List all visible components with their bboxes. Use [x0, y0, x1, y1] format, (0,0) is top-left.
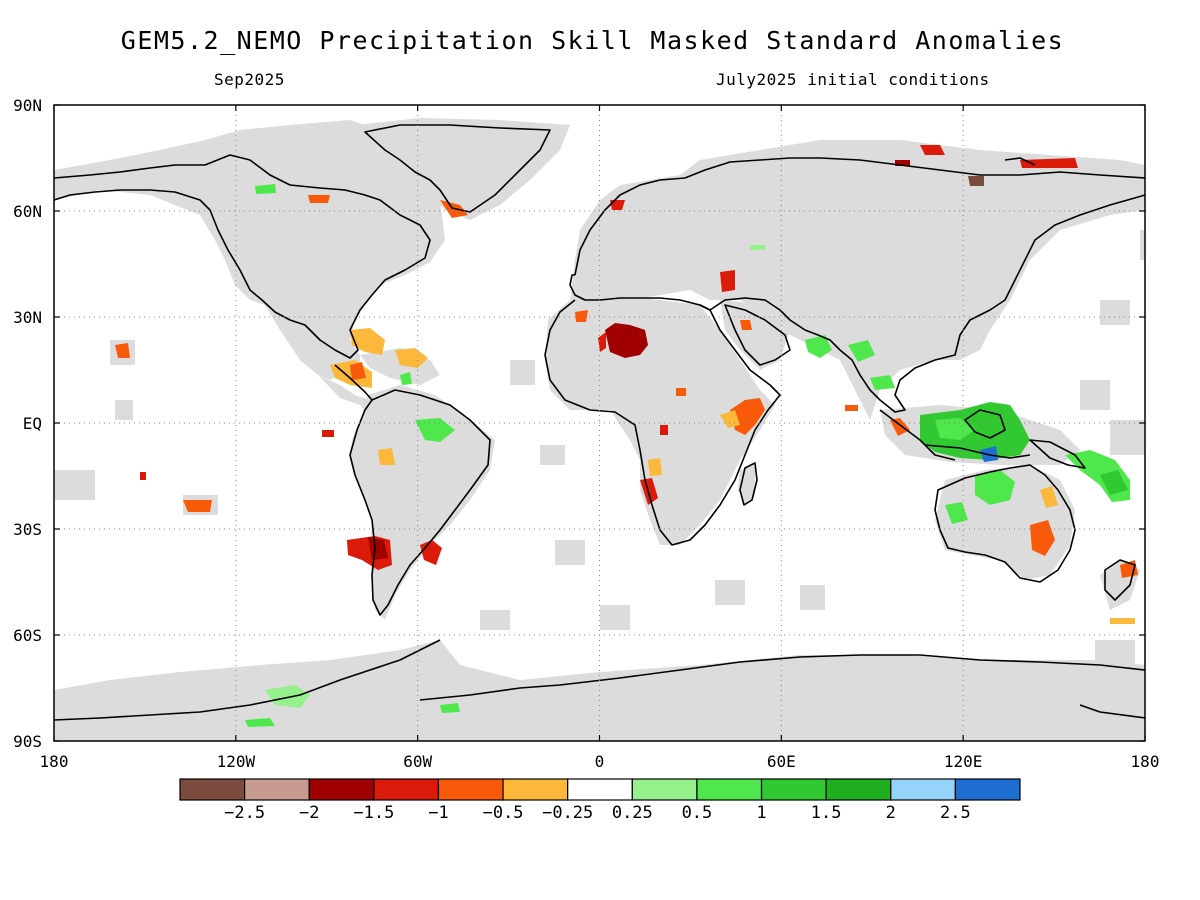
legend-label: −1.5	[353, 803, 394, 823]
legend-swatch	[696, 778, 763, 801]
legend-swatch	[373, 778, 440, 801]
lat-tick-label: 30S	[13, 520, 42, 539]
legend-swatch	[437, 778, 504, 801]
legend-swatch	[502, 778, 569, 801]
latitude-axis: 90N 60N 30N EQ 30S 60S 90S	[13, 96, 1145, 751]
lon-tick-label: 60E	[767, 752, 796, 771]
lon-tick-label: 180	[1131, 752, 1160, 771]
coastlines	[53, 124, 1146, 721]
legend-label: 0.5	[682, 803, 713, 823]
lat-tick-label: 90S	[13, 732, 42, 751]
map-title: GEM5.2_NEMO Precipitation Skill Masked S…	[120, 26, 1065, 55]
legend-label: −0.25	[542, 803, 593, 823]
legend-swatch	[825, 778, 892, 801]
legend-label: −1	[428, 803, 448, 823]
lon-tick-label: 120W	[217, 752, 256, 771]
legend-label: 1.5	[811, 803, 842, 823]
valid-month-label: Sep2025	[214, 70, 285, 89]
legend-label: 2.5	[940, 803, 971, 823]
legend-swatch	[244, 778, 310, 801]
lon-tick-label: 180	[40, 752, 69, 771]
legend-swatch	[308, 778, 375, 801]
lat-tick-label: 60S	[13, 626, 42, 645]
legend-label: 0.25	[612, 803, 653, 823]
map-gridlines	[54, 105, 1145, 741]
land-mask	[54, 118, 1145, 741]
lat-tick-label: 90N	[13, 96, 42, 115]
lon-tick-label: 60W	[403, 752, 432, 771]
initial-conditions-label: July2025 initial conditions	[716, 70, 990, 89]
legend-label: 1	[756, 803, 766, 823]
legend-label: −2.5	[224, 803, 265, 823]
legend-swatch	[179, 778, 246, 801]
legend-swatch	[760, 778, 827, 801]
color-legend: −2.5 −2 −1.5 −1 −0.5 −0.25 0.25 0.5 1 1.5 2 2.5	[179, 778, 1021, 823]
legend-label: −0.5	[483, 803, 524, 823]
legend-swatch	[890, 778, 956, 801]
lon-tick-label: 120E	[944, 752, 983, 771]
legend-swatch	[567, 778, 633, 801]
legend-swatch	[954, 778, 1021, 801]
longitude-axis: 180 120W 60W 0 60E 120E 180	[40, 105, 1160, 771]
lat-tick-label: EQ	[23, 414, 42, 433]
lat-tick-label: 60N	[13, 202, 42, 221]
lat-tick-label: 30N	[13, 308, 42, 327]
lon-tick-label: 0	[595, 752, 605, 771]
legend-label: 2	[886, 803, 896, 823]
map-panel: 180 120W 60W 0 60E 120E 180 90N60N30NEQ30S60S9…	[13, 96, 1159, 771]
legend-swatch	[631, 778, 698, 801]
legend-label: −2	[299, 803, 319, 823]
